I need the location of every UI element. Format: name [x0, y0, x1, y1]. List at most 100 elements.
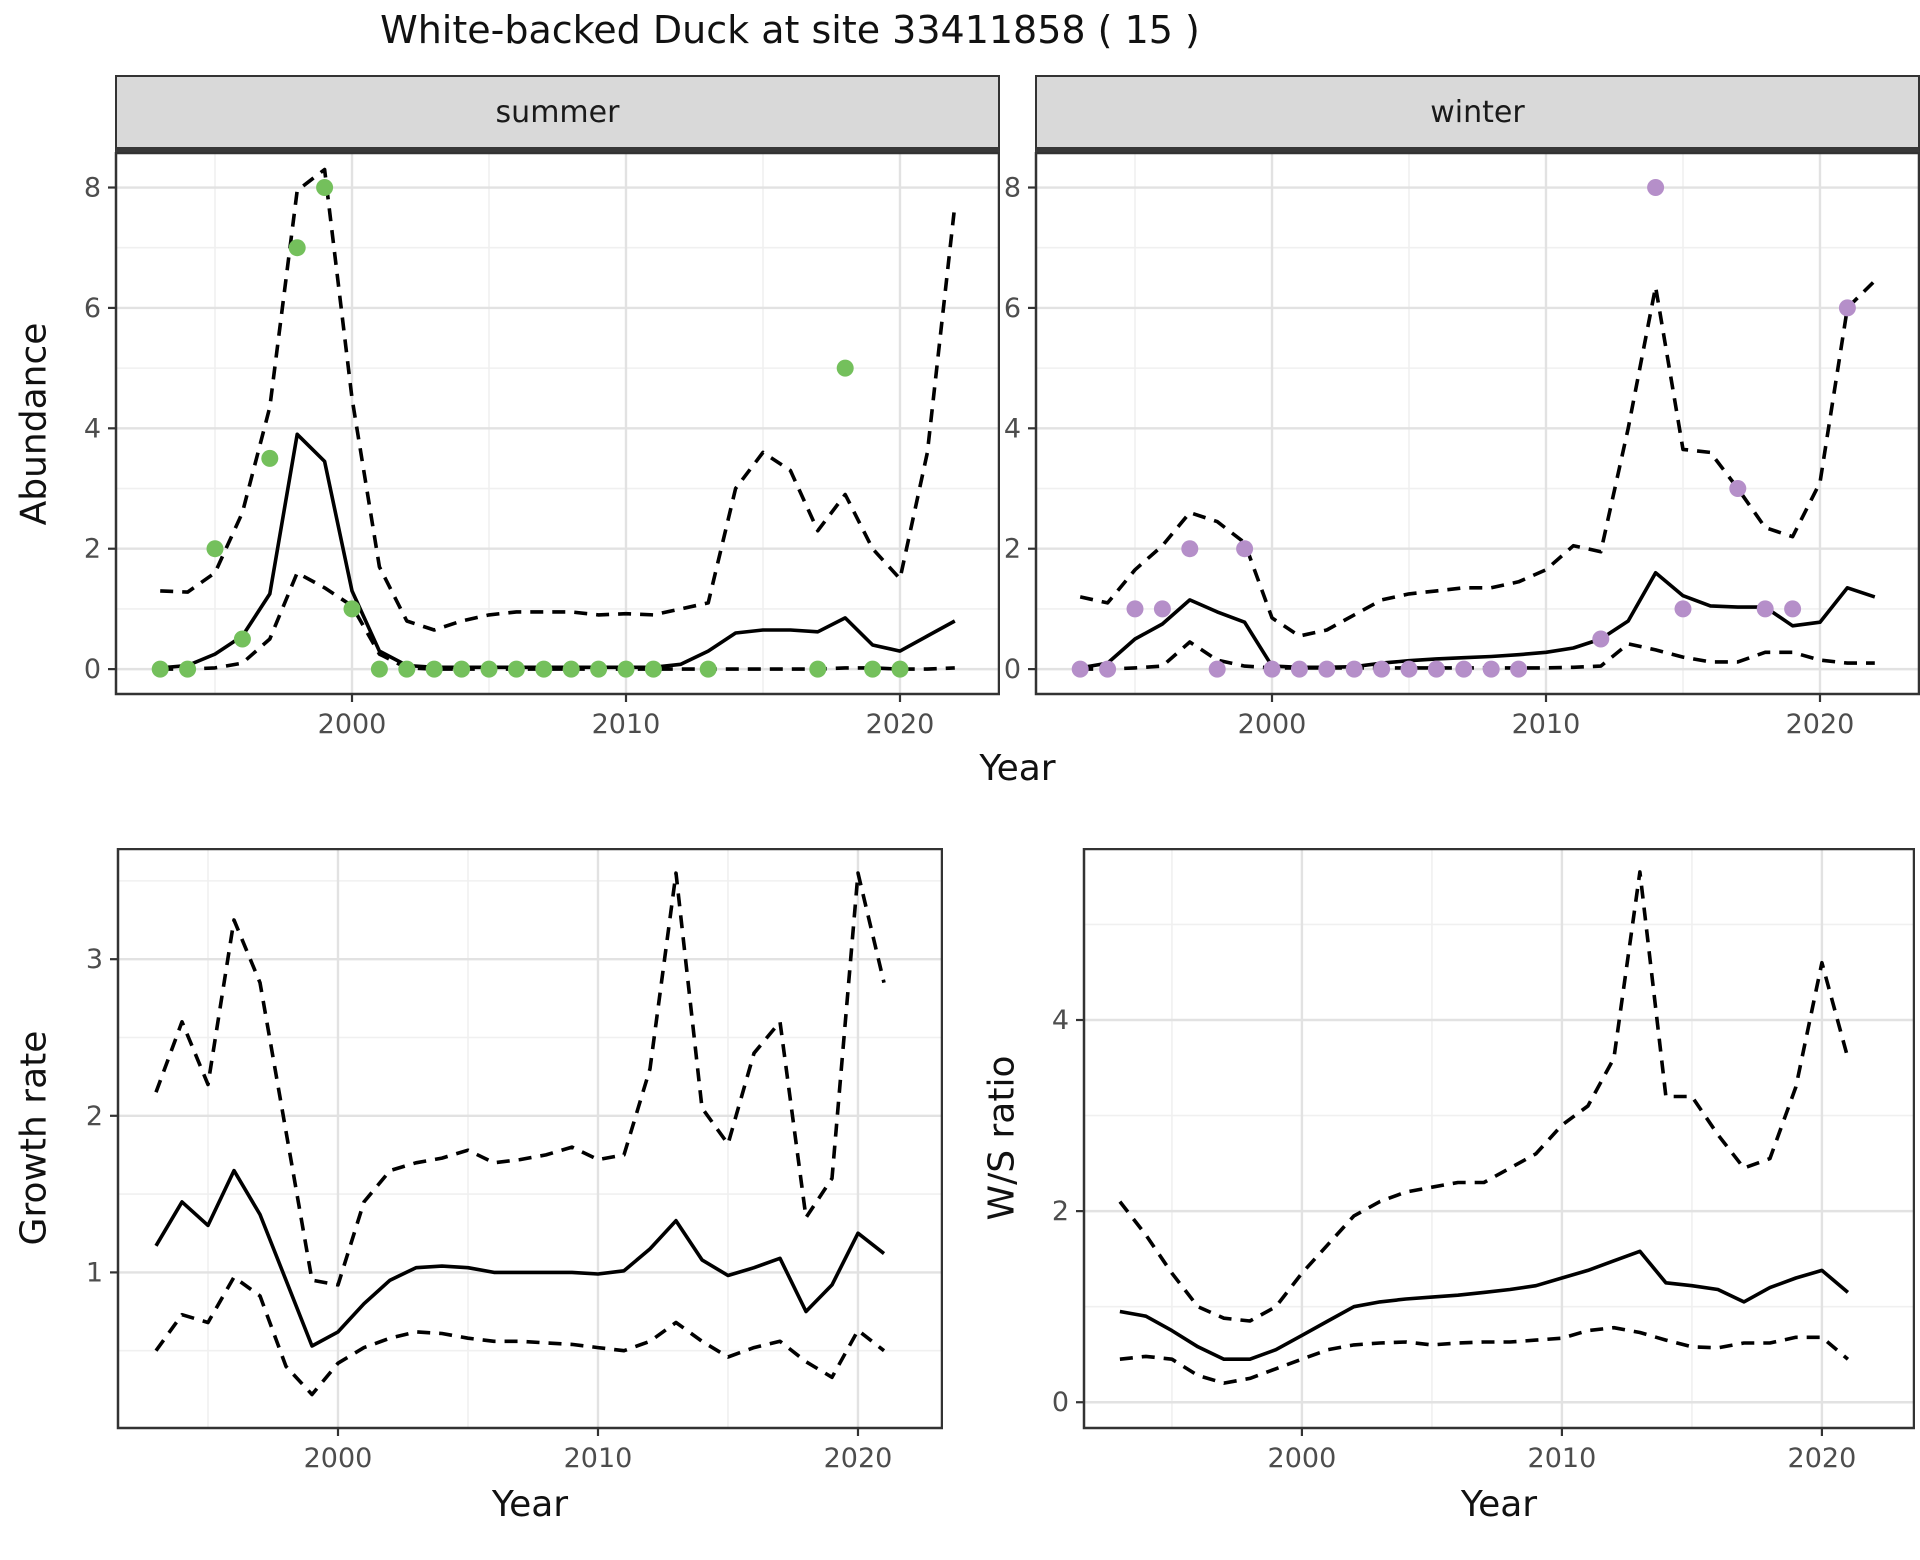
data-layer [1071, 179, 1877, 678]
observed-point [398, 660, 416, 678]
observed-point [151, 660, 169, 678]
y-tick-label: 2 [84, 534, 101, 565]
x-axis-label-year-growth: Year [491, 1484, 569, 1525]
x-tick-label: 2000 [1268, 1443, 1337, 1474]
y-tick-label: 2 [1052, 1196, 1069, 1227]
observed-point [343, 600, 361, 618]
observed-point [1290, 660, 1308, 678]
lower-ci-line [1080, 640, 1875, 671]
lower-ci-line [1119, 1325, 1850, 1385]
fit-line [1119, 1249, 1850, 1362]
facet-strip-summer: summer [115, 75, 1000, 152]
observed-point [1153, 600, 1171, 618]
x-tick-label: 2020 [1788, 1443, 1857, 1474]
observed-point [480, 660, 498, 678]
observed-point [562, 660, 580, 678]
x-tick-label: 2000 [318, 709, 387, 740]
observed-point [836, 359, 854, 377]
y-axis-label-ws-ratio: W/S ratio [981, 1055, 1023, 1221]
observed-point [864, 660, 882, 678]
panel-summer-abundance: 2000 2010 2020 0 2 4 6 8 [84, 152, 1000, 740]
observed-point [1510, 660, 1528, 678]
upper-ci-line [1118, 870, 1850, 1323]
plot-title: White-backed Duck at site 33411858 ( 15 … [380, 8, 1200, 52]
data-layer [151, 167, 957, 678]
observed-point [699, 660, 717, 678]
observed-point [453, 660, 471, 678]
observed-point [1482, 660, 1500, 678]
observed-point [1181, 540, 1199, 558]
panel-background [117, 848, 943, 1429]
x-tick-label: 2010 [1528, 1443, 1597, 1474]
observed-point [1318, 660, 1336, 678]
observed-point [891, 660, 909, 678]
lower-ci-line [154, 1275, 886, 1397]
panel-border [116, 848, 943, 1430]
facet-strip-winter-label: winter [1430, 94, 1525, 130]
y-axis-label-growth-rate: Growth rate [13, 1030, 55, 1246]
upper-ci-line [154, 871, 886, 1287]
observed-point [1838, 299, 1856, 317]
panel-winter-abundance: 2000 2010 2020 0 2 4 6 8 [1004, 152, 1920, 740]
observed-point [1455, 660, 1473, 678]
y-tick-label: 2 [1004, 534, 1021, 565]
facet-strip-winter: winter [1035, 75, 1920, 152]
observed-point [1674, 600, 1692, 618]
y-tick-label: 4 [1052, 1005, 1069, 1036]
y-tick-label: 6 [84, 293, 101, 324]
observed-point [1647, 179, 1665, 196]
observed-point [425, 660, 443, 678]
observed-point [1400, 660, 1418, 678]
x-tick-label: 2020 [866, 709, 935, 740]
y-tick-label: 4 [1004, 413, 1021, 444]
upper-ci-line [160, 167, 957, 632]
observed-point [1208, 660, 1226, 678]
x-axis-label-year-ws: Year [1460, 1484, 1538, 1525]
x-tick-label: 2020 [1786, 709, 1855, 740]
observed-point [1729, 480, 1747, 497]
observed-point [1126, 600, 1144, 618]
observed-point [507, 660, 525, 678]
panel-ws-ratio: 2000 2010 2020 0 2 4 [1052, 848, 1915, 1474]
panel-border [1082, 848, 1915, 1430]
y-tick-label: 8 [84, 173, 101, 204]
observed-point [1345, 660, 1363, 678]
panel-border [1034, 152, 1920, 696]
panel-growth-rate: 2000 2010 2020 1 2 3 [86, 848, 943, 1474]
y-tick-label: 0 [1004, 654, 1021, 685]
x-axis-label-year-top: Year [979, 748, 1056, 789]
observed-point [1099, 660, 1117, 678]
x-tick-label: 2020 [824, 1443, 893, 1474]
panel-border [114, 152, 1000, 696]
observed-point [1373, 660, 1391, 678]
observed-point [535, 660, 553, 678]
observed-point [370, 660, 388, 678]
y-tick-label: 3 [86, 944, 103, 975]
observed-point [1263, 660, 1281, 678]
x-tick-label: 2010 [592, 709, 661, 740]
observed-point [288, 239, 306, 257]
observed-point [1592, 630, 1610, 648]
fit-line [160, 432, 956, 670]
y-tick-label: 0 [84, 654, 101, 685]
observed-point [617, 660, 635, 678]
x-tick-label: 2010 [1512, 709, 1581, 740]
observed-point [1236, 540, 1254, 558]
y-axis-label-abundance: Abundance [13, 322, 55, 526]
observed-point [590, 660, 608, 678]
x-tick-label: 2010 [564, 1443, 633, 1474]
y-tick-label: 6 [1004, 293, 1021, 324]
x-tick-label: 2000 [1238, 709, 1307, 740]
observed-point [316, 179, 334, 196]
observed-point [179, 660, 197, 678]
fit-line [1079, 570, 1876, 670]
facet-strip-summer-label: summer [495, 94, 620, 130]
y-tick-label: 4 [84, 413, 101, 444]
x-tick-label: 2000 [304, 1443, 373, 1474]
y-tick-label: 0 [1052, 1387, 1069, 1418]
observed-point [1784, 600, 1802, 618]
y-tick-label: 2 [86, 1101, 103, 1132]
observed-point [1756, 600, 1774, 618]
observed-point [809, 660, 827, 678]
